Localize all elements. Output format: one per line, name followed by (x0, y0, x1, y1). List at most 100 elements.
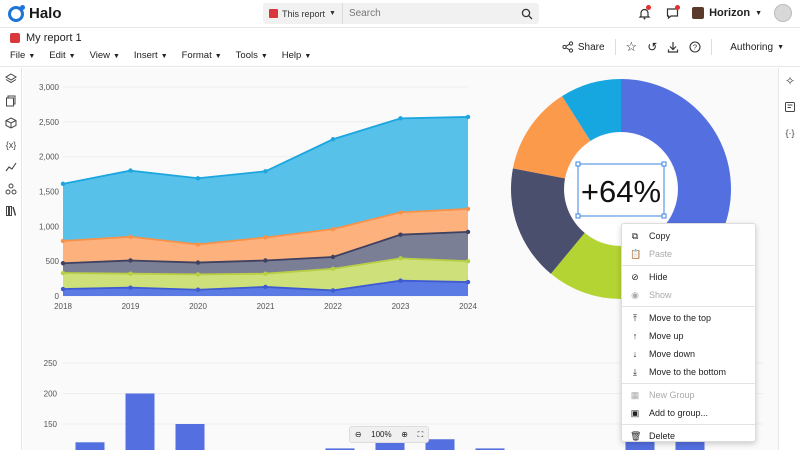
data-point (128, 234, 133, 239)
eye-off-icon: ⊘ (631, 271, 639, 282)
history-icon[interactable]: ↺ (647, 40, 658, 54)
avatar[interactable] (774, 4, 792, 22)
search-scope-dropdown[interactable]: This report ▼ (263, 3, 343, 24)
menu-format[interactable]: Format ▼ (182, 50, 222, 61)
selection-handle (575, 213, 581, 219)
report-canvas[interactable]: 0 500 1,000 1,500 2,000 2,500 3,000 2018 2019 202… (23, 68, 778, 450)
data-point (465, 114, 471, 120)
help-icon[interactable]: ? (689, 41, 701, 53)
data-point (128, 271, 133, 276)
context-menu-separator (622, 424, 755, 425)
library-icon[interactable] (0, 200, 22, 222)
context-menu-item: 📋 Paste (622, 245, 755, 263)
chevron-down-icon: ▼ (68, 53, 76, 60)
donut-segment-orange (512, 96, 591, 179)
data-point (398, 210, 403, 215)
context-menu-separator (622, 265, 755, 266)
data-point (398, 256, 403, 261)
chevron-down-icon: ▼ (755, 9, 762, 17)
context-menu-separator (622, 306, 755, 307)
paste-icon: 📋 (630, 248, 642, 259)
zoom-in-icon[interactable]: ⊕ (401, 430, 408, 439)
x-tick-label: 2021 (257, 302, 275, 311)
chart-line-icon[interactable] (0, 156, 22, 178)
data-point (263, 271, 268, 276)
messages-button[interactable] (664, 5, 681, 21)
data-point (128, 168, 133, 173)
report-title[interactable]: My report 1 (26, 32, 82, 44)
donut-segment-cyan (562, 79, 621, 141)
context-menu-item[interactable]: ⤓ Move to the bottom (622, 363, 755, 381)
org-switcher[interactable]: Horizon ▼ (692, 7, 762, 19)
donut-segment-green (550, 232, 621, 299)
fullscreen-icon[interactable]: ⛶ (417, 429, 424, 439)
code-icon[interactable]: {·} (785, 128, 795, 138)
context-menu-item-label: Move to the bottom (649, 367, 727, 377)
menu-edit[interactable]: Edit ▼ (49, 50, 75, 61)
move-bottom-icon: ⤓ (633, 366, 637, 377)
mode-label: Authoring (730, 41, 774, 53)
bar (125, 393, 155, 450)
menu-tools[interactable]: Tools ▼ (236, 50, 268, 61)
notifications-button[interactable] (636, 5, 652, 21)
menu-edit-label: Edit (49, 50, 66, 61)
star-icon[interactable]: ☆ (625, 39, 638, 54)
share-button[interactable]: Share (562, 41, 605, 53)
data-point (330, 226, 336, 232)
y-tick-label: 1,500 (39, 188, 60, 197)
context-menu-item[interactable]: ⊘ Hide (622, 268, 755, 286)
cube-icon[interactable] (0, 112, 22, 134)
menu-view[interactable]: View ▼ (90, 50, 120, 61)
data-point (263, 258, 268, 263)
context-menu-item-label: Move up (649, 331, 684, 341)
y-tick-label: 3,000 (39, 83, 60, 92)
shapes-icon[interactable] (0, 178, 22, 200)
app-logo[interactable]: Halo (8, 4, 62, 22)
context-menu-item[interactable]: ⧉ Copy (622, 227, 755, 245)
menu-help-label: Help (281, 50, 302, 61)
download-icon[interactable] (667, 41, 679, 53)
message-dot (675, 5, 681, 10)
report-title-area: My report 1 (10, 32, 82, 44)
search-input[interactable]: Search (348, 8, 381, 19)
pages-icon[interactable] (0, 90, 22, 112)
search-bar[interactable]: This report ▼ Search (263, 3, 539, 24)
context-menu-item[interactable]: 🗑 Delete (622, 427, 755, 445)
notification-dot (646, 5, 652, 10)
layers-icon[interactable] (0, 68, 22, 90)
context-menu-item-label: Move to the top (649, 313, 712, 323)
trash-icon: 🗑 (630, 430, 642, 441)
chevron-down-icon: ▼ (304, 53, 312, 60)
chevron-down-icon: ▼ (160, 53, 168, 60)
menu-insert[interactable]: Insert ▼ (134, 50, 168, 61)
context-menu-item[interactable]: ⤒ Move to the top (622, 309, 755, 327)
menu-tools-label: Tools (235, 50, 258, 61)
selection-handle (661, 161, 667, 167)
properties-icon[interactable] (779, 94, 800, 120)
search-icon[interactable] (521, 8, 533, 20)
menu-format-label: Format (181, 50, 212, 61)
zoom-out-icon[interactable]: ⊖ (354, 430, 362, 439)
data-point (60, 286, 66, 292)
menu-file[interactable]: File ▼ (10, 50, 35, 61)
menu-help[interactable]: Help ▼ (282, 50, 311, 61)
data-point (398, 278, 403, 283)
context-menu-item[interactable]: ↓ Move down (622, 345, 755, 363)
data-point (195, 287, 201, 292)
context-menu-item-label: Move down (649, 349, 696, 359)
context-menu-item[interactable]: ↑ Move up (622, 327, 755, 345)
area-chart[interactable]: 0 500 1,000 1,500 2,000 2,500 3,000 2018 2019 202… (23, 68, 483, 318)
context-menu-item: ▦ New Group (622, 386, 755, 404)
app-name: Halo (29, 5, 62, 22)
chevron-down-icon: ▼ (28, 53, 36, 60)
area-series-4 (63, 208, 468, 264)
sparkle-icon[interactable]: ✧ (784, 74, 796, 88)
data-point (195, 272, 201, 277)
mode-dropdown[interactable]: Authoring ▼ (722, 42, 792, 53)
add-group-icon: ▣ (630, 407, 640, 418)
context-menu-item[interactable]: ▣ Add to group... (622, 404, 755, 422)
report-icon (269, 9, 278, 18)
report-icon (10, 33, 20, 43)
variables-icon[interactable]: {x} (5, 140, 17, 150)
data-point (60, 261, 66, 266)
